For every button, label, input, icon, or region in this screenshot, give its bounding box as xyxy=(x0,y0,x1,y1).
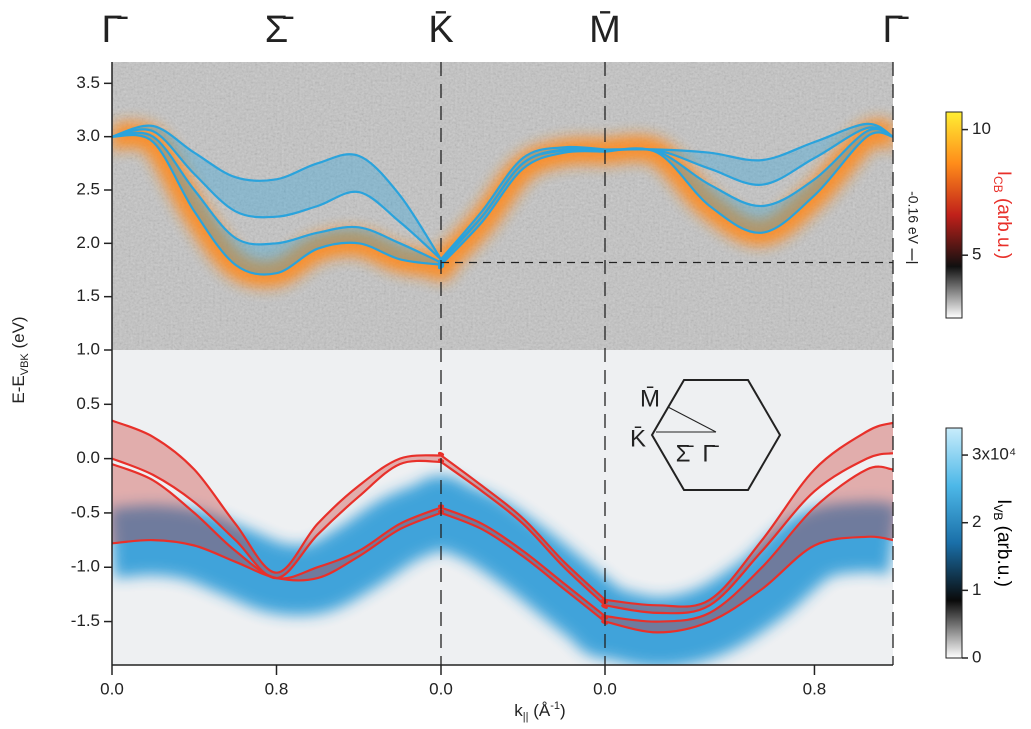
y-axis-label: E-EVBK (eV) xyxy=(9,316,30,403)
y-tick-label: 0.5 xyxy=(76,394,100,413)
x-tick-label: 0.0 xyxy=(429,679,453,698)
colorbar xyxy=(945,427,963,659)
colorbar-label-part: (arb.u.) xyxy=(993,520,1014,587)
y-tick-label: 0.0 xyxy=(76,448,100,467)
y-tick-label: -1.0 xyxy=(71,557,100,576)
y-tick-label: 1.0 xyxy=(76,339,100,358)
y-tick-label: 2.5 xyxy=(76,179,100,198)
inset-label: M̄ xyxy=(640,385,660,412)
band-line xyxy=(112,509,893,634)
y-label-main: E-E xyxy=(9,375,28,403)
symmetry-label: Γ̄ xyxy=(883,9,910,51)
y-label-sub: VBK xyxy=(19,353,31,376)
x-label-close: ) xyxy=(560,701,566,720)
symmetry-label: Γ̄ xyxy=(102,9,129,51)
symmetry-label: M̄ xyxy=(589,9,621,51)
hexagon xyxy=(650,379,782,491)
symmetry-label: K̄ xyxy=(428,9,453,51)
cb-panel xyxy=(112,62,893,350)
colorbar-label: ICB (arb.u.) xyxy=(991,171,1014,259)
colorbar-label-part: I xyxy=(993,171,1014,176)
inset-label: Γ̄ xyxy=(702,440,719,467)
colorbar-tick-label: 0 xyxy=(972,647,981,666)
y-tick-label: 3.5 xyxy=(76,73,100,92)
overlay: E-EVBK (eV) k|| (Å-1) M̄ K̄ Σ̄ Γ̄ 1.0 1.5… xyxy=(9,9,1016,723)
x-tick-label: 0.8 xyxy=(265,679,289,698)
x-label-main: k xyxy=(514,701,523,720)
colorbar-label: IVB (arb.u.) xyxy=(991,499,1014,587)
inset-label: Σ̄ xyxy=(676,440,695,467)
colorbar-tick-label: 10 xyxy=(972,119,991,138)
x-label-sup: -1 xyxy=(550,700,560,712)
colorbar-label-sub: CB xyxy=(991,176,1005,193)
colorbar-label-part: I xyxy=(993,499,1014,504)
inset-label: K̄ xyxy=(630,425,646,452)
x-tick-label: 0.0 xyxy=(593,679,617,698)
y-tick-label: 3.0 xyxy=(76,126,100,145)
colorbar xyxy=(945,111,963,319)
colorbar-tick-label: 2 xyxy=(972,512,981,531)
colorbar-tick-label: 3x10⁴ xyxy=(972,445,1016,464)
colorbar-label-sub: VB xyxy=(991,504,1005,520)
y-tick-label: -0.5 xyxy=(71,502,100,521)
y-tick-label: -1.5 xyxy=(71,611,100,630)
band-line xyxy=(112,122,893,268)
x-label-unit: (Å xyxy=(529,701,551,720)
x-tick-label: 0.8 xyxy=(803,679,827,698)
band-fill xyxy=(112,129,893,275)
annotation-text: -0.16 eV xyxy=(905,191,921,245)
x-axis-label: k|| (Å-1) xyxy=(514,700,565,723)
m-line xyxy=(667,406,717,433)
y-tick-label: 1.5 xyxy=(76,286,100,305)
band-line xyxy=(112,131,893,276)
y-tick-label: 2.0 xyxy=(76,233,100,252)
colorbar-tick-label: 1 xyxy=(972,580,981,599)
symmetry-label: Σ̄ xyxy=(265,9,294,51)
brillouin-zone: M̄ K̄ Σ̄ Γ̄ xyxy=(630,379,782,491)
band-line xyxy=(112,127,893,268)
vb-panel xyxy=(112,350,893,665)
band-fill xyxy=(112,123,893,267)
x-tick-label: 0.0 xyxy=(100,679,124,698)
band-line xyxy=(112,452,893,615)
y-label-unit: (eV) xyxy=(9,316,28,353)
colorbar-tick-label: 5 xyxy=(972,245,981,264)
colorbar-label-part: (arb.u.) xyxy=(993,193,1014,260)
band-line xyxy=(112,419,893,608)
x-label-sub: || xyxy=(523,711,529,723)
band-line xyxy=(112,463,893,623)
